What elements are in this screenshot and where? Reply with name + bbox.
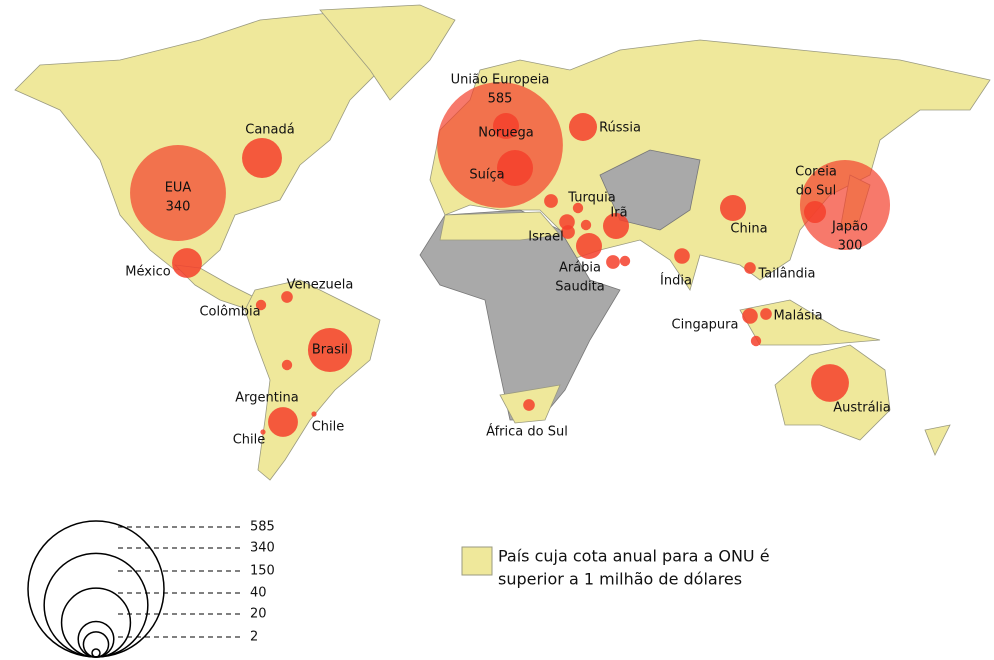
country-label: Japão [831,220,868,235]
country-circle [744,262,756,274]
country-circle [260,429,266,435]
country-label: Cingapura [672,318,739,333]
country-label: Suíça [469,168,504,183]
country-circle [799,159,891,251]
new-zealand [924,424,951,456]
country-circle [803,200,827,224]
country-circle [242,138,282,178]
scale-circle [82,631,110,658]
country-circle [750,335,762,347]
land-legend-text: País cuja cota anual para a ONU é [498,547,770,566]
country-label: Canadá [245,123,294,138]
country-circle [437,82,563,208]
country-label: Coreia [795,165,837,180]
country-circle [172,248,202,278]
country-label: Noruega [478,126,533,141]
country-circle [811,364,849,402]
scale-circle [43,552,149,658]
country-circle [674,248,690,264]
country-label: Tailândia [757,267,815,282]
southeast-asia-islands [739,299,881,346]
country-label: Turquia [567,191,615,206]
country-label: México [125,265,170,280]
markers: Canadá EUA 340 México Venezuela Colômbia Brasi… [125,73,890,448]
country-label: Arábia [559,261,601,276]
country-circle [572,202,584,214]
country-label: EUA [165,181,192,196]
scale-label: 340 [250,541,275,556]
country-circle [760,308,772,320]
country-label: Índia [660,273,692,289]
country-circle [281,291,293,303]
country-circle [523,399,535,411]
north-africa [439,211,561,241]
country-label: Colômbia [199,305,260,320]
country-circle [606,255,620,269]
country-label: União Europeia [451,73,550,88]
country-label: do Sul [796,184,836,199]
country-label: Israel [528,230,564,245]
country-label: Chile [312,420,345,435]
scale-circle [91,648,101,658]
country-circle [307,327,353,373]
country-label: Brasil [312,343,348,358]
greenland [319,4,456,101]
land-legend-text: superior a 1 milhão de dólares [498,570,742,589]
scale-label: 40 [250,586,267,601]
country-circle [544,194,558,208]
country-circle [619,255,631,267]
africa [419,209,621,421]
country-circle [130,145,226,241]
country-circle [559,214,575,230]
country-label: Austrália [833,401,891,416]
scale-label: 20 [250,607,267,622]
legend: 585 340 150 40 20 2 País cuja cota anual para … [27,520,770,658]
scale-label: 2 [250,630,258,645]
country-label: Irã [610,206,627,221]
country-value: 585 [488,92,513,107]
country-circle [496,149,534,187]
country-circle [576,233,602,259]
country-circle [493,113,519,139]
scale-label: 150 [250,564,275,579]
country-label: África do Sul [486,424,568,440]
country-circle [580,219,592,231]
country-label: Argentina [235,391,298,406]
country-value: 300 [838,239,863,254]
south-america [244,279,381,481]
scale-circle [60,587,132,658]
scale-circle [77,620,115,658]
country-label: Malásia [773,309,822,324]
scale-circle [27,520,165,658]
country-label: Chile [233,433,266,448]
country-label: Rússia [599,121,641,136]
country-circle [568,112,598,142]
country-circle [268,407,298,437]
country-label: Saudita [555,280,604,295]
country-circle [720,195,746,221]
country-circle [311,411,317,417]
country-value: 340 [166,200,191,215]
country-circle [281,359,293,371]
country-label: China [730,222,767,237]
scale-label: 585 [250,520,275,535]
country-circle [603,213,629,239]
land-legend-swatch [461,546,493,576]
country-circle [742,308,758,324]
country-label: Venezuela [287,278,354,293]
country-circle [255,299,267,311]
